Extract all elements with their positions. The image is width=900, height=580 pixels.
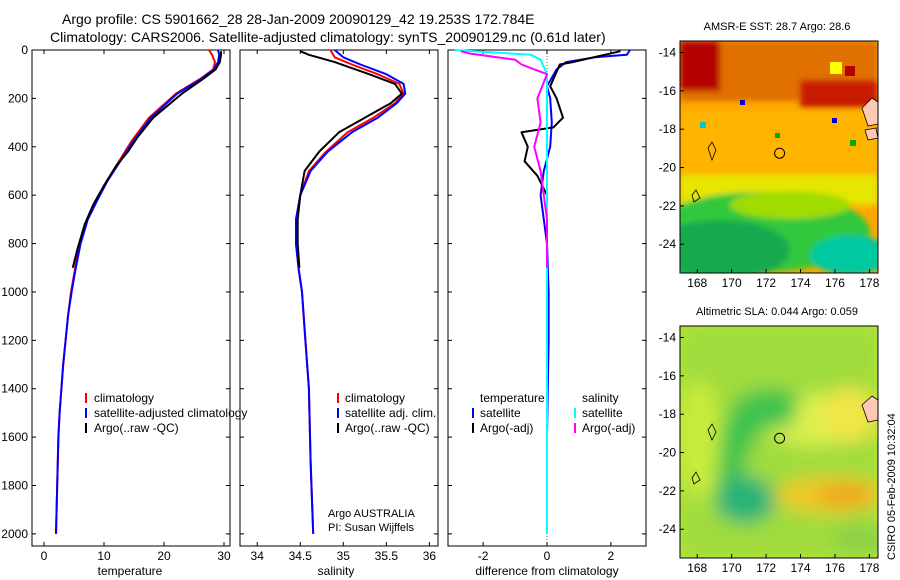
sst-heatmap: [680, 41, 878, 273]
series-line-temperature-satellite: [539, 49, 631, 534]
sla-argo-location-marker: [774, 432, 786, 444]
y-tick-label: 1800: [1, 479, 28, 493]
legend-label: Argo(-adj): [582, 421, 635, 435]
sst-map-title: AMSR-E SST: 28.7 Argo: 28.6: [704, 21, 851, 33]
y-tick-label: 0: [21, 43, 28, 57]
salinity-axes: [239, 49, 439, 547]
y-tick-label: 1000: [1, 285, 28, 299]
float-info-line1: Argo AUSTRALIA: [328, 508, 415, 520]
y-tick-label: 2000: [1, 527, 28, 541]
x-tick-label: 20: [157, 549, 171, 563]
figure-title-line2: Climatology: CARS2006. Satellite-adjuste…: [50, 29, 606, 45]
y-tick-label: 1200: [1, 333, 28, 347]
legend-label: satellite: [480, 406, 521, 420]
timestamp-stamp: CSIRO 05-Feb-2009 10:32:04: [886, 413, 898, 560]
x-tick-label: -2: [478, 549, 489, 563]
map-y-tick-label: -24: [659, 237, 677, 251]
profile-lines: [55, 49, 631, 534]
map-axis-ticks: 168 170 172 174 176 178 -14 -16 -18 -20 -22 -24 168 1…: [659, 46, 880, 575]
axis-ticks: 0 10 20 30020040060080010001200140016001800…: [1, 43, 646, 563]
map-x-tick-label: 172: [756, 276, 776, 290]
map-y-tick-label: -14: [659, 46, 677, 60]
series-line-argo-raw-qc-: [71, 51, 222, 269]
difference-xlabel: difference from climatology: [475, 564, 618, 578]
x-tick-label: 2: [608, 549, 615, 563]
x-tick-label: 10: [97, 549, 111, 563]
map-x-tick-label: 172: [756, 561, 776, 575]
legend-label: Argo(..raw -QC): [345, 421, 430, 435]
y-tick-label: 400: [8, 140, 28, 154]
legend-label: Argo(-adj): [480, 421, 533, 435]
map-x-tick-label: 168: [687, 276, 707, 290]
series-line-salinity-argo-adj-: [460, 50, 548, 268]
legend-label: Argo(..raw -QC): [94, 421, 179, 435]
legend-label: satellite adj. clim.: [345, 406, 436, 420]
series-line-temperature-argo-adj-: [520, 50, 621, 268]
sla-heatmap: [680, 326, 878, 558]
x-tick-label: 35.5: [375, 549, 399, 563]
x-tick-label: 35: [337, 549, 351, 563]
x-tick-label: 0: [41, 549, 48, 563]
map-x-tick-label: 174: [791, 561, 811, 575]
series-line-climatology: [55, 49, 216, 534]
map-y-tick-label: -18: [659, 122, 677, 136]
sst-map-axes: [679, 40, 879, 274]
x-tick-label: 30: [217, 549, 231, 563]
salinity-xlabel: salinity: [318, 564, 355, 578]
temperature-legend: climatology satellite-adjusted climatolo…: [85, 391, 247, 435]
legend-label: climatology: [94, 391, 154, 405]
y-tick-label: 1400: [1, 382, 28, 396]
y-tick-label: 1600: [1, 430, 28, 444]
y-tick-label: 200: [8, 91, 28, 105]
legend-label: climatology: [345, 391, 405, 405]
legend-label: satellite: [582, 406, 623, 420]
map-x-tick-label: 178: [859, 276, 879, 290]
sla-map-title: Altimetric SLA: 0.044 Argo: 0.059: [696, 306, 858, 318]
y-tick-label: 800: [8, 237, 28, 251]
map-y-tick-label: -16: [659, 84, 677, 98]
x-tick-label: 34.5: [289, 549, 313, 563]
map-x-tick-label: 178: [859, 561, 879, 575]
series-line-satellite-adjusted-climatology: [55, 49, 221, 534]
map-x-tick-label: 170: [722, 561, 742, 575]
map-y-tick-label: -14: [659, 331, 677, 345]
sla-map-axes: [679, 325, 879, 559]
map-y-tick-label: -16: [659, 369, 677, 383]
map-y-tick-label: -18: [659, 407, 677, 421]
sst-argo-location-marker: [774, 147, 786, 159]
map-x-tick-label: 176: [825, 561, 845, 575]
map-y-tick-label: -22: [659, 199, 677, 213]
map-x-tick-label: 174: [791, 276, 811, 290]
map-x-tick-label: 176: [825, 276, 845, 290]
series-line-argo-raw-qc-: [296, 50, 403, 268]
x-tick-label: 0: [544, 549, 551, 563]
map-x-tick-label: 168: [687, 561, 707, 575]
series-line-satellite-adj-clim-: [295, 49, 407, 534]
temperature-axes: [31, 49, 231, 547]
difference-legend: temperature satellite Argo(-adj) salinit…: [472, 391, 635, 435]
map-y-tick-label: -20: [659, 161, 677, 175]
map-y-tick-label: -24: [659, 522, 677, 536]
series-line-climatology: [295, 49, 405, 534]
temperature-xlabel: temperature: [98, 564, 163, 578]
x-tick-label: 36: [423, 549, 437, 563]
x-tick-label: 34: [251, 549, 265, 563]
y-tick-label: 600: [8, 188, 28, 202]
map-y-tick-label: -20: [659, 446, 677, 460]
map-y-tick-label: -22: [659, 484, 677, 498]
map-x-tick-label: 170: [722, 276, 742, 290]
figure-title-line1: Argo profile: CS 5901662_28 28-Jan-2009 …: [62, 11, 535, 27]
legend-label: satellite-adjusted climatology: [94, 406, 247, 420]
legend-heading-temperature: temperature: [480, 391, 545, 405]
legend-heading-salinity: salinity: [582, 391, 619, 405]
salinity-legend: climatology satellite adj. clim. Argo(..…: [337, 391, 436, 435]
series-line-salinity-satellite: [454, 49, 548, 534]
float-info-line2: PI: Susan Wijffels: [328, 522, 414, 534]
